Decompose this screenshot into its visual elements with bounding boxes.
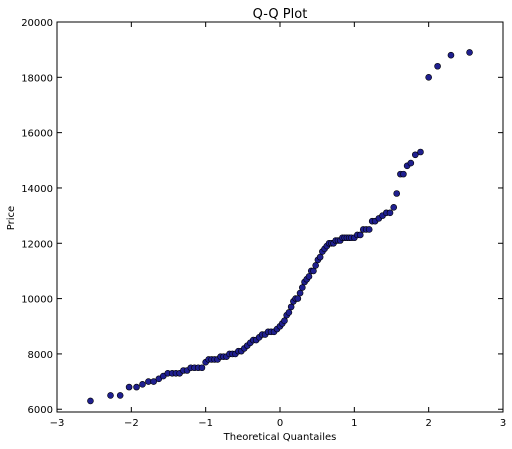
x-axis-label: Theoretical Quantailes (223, 432, 337, 443)
scatter-point (365, 226, 373, 233)
scatter-point (125, 383, 133, 391)
scatter-point (447, 51, 455, 59)
scatter-point (356, 231, 364, 239)
scatter-point (393, 190, 401, 197)
x-tick-label: −1 (198, 418, 213, 429)
x-tick-label: 0 (277, 418, 283, 429)
y-tick-label: 20000 (21, 18, 53, 29)
y-tick-label: 16000 (21, 129, 53, 140)
y-axis: 6000 8000 10000 12000 14000 16000 18000 20000 (21, 18, 503, 416)
scatter-point (407, 159, 415, 167)
x-tick-label: 3 (500, 418, 506, 429)
scatter-point (285, 309, 293, 316)
y-tick-label: 8000 (28, 350, 53, 361)
y-axis-label: Price (6, 206, 17, 230)
chart-title: Q-Q Plot (253, 7, 308, 22)
plot-frame (56, 21, 504, 413)
y-tick-label: 6000 (28, 405, 53, 416)
scatter-point (133, 383, 140, 391)
scatter-point (312, 262, 319, 269)
scatter-point (116, 392, 124, 399)
x-axis: −3 −2 −1 0 1 2 3 (50, 22, 506, 429)
scatter-point (400, 170, 407, 178)
scatter-point (198, 364, 206, 372)
y-tick-label: 10000 (21, 295, 53, 306)
y-tick-label: 14000 (21, 184, 53, 195)
x-tick-label: −2 (124, 418, 139, 429)
data-points (87, 49, 473, 405)
scatter-point (298, 284, 306, 291)
scatter-point (287, 303, 295, 311)
scatter-point (390, 204, 398, 211)
scatter-point (310, 267, 317, 275)
scatter-point (139, 381, 146, 388)
scatter-point (425, 74, 432, 81)
y-tick-label: 12000 (21, 239, 53, 250)
scatter-point (107, 392, 114, 399)
scatter-point (296, 289, 304, 297)
scatter-point (466, 49, 473, 56)
x-tick-label: 1 (351, 418, 357, 429)
scatter-point (386, 209, 394, 217)
y-tick-label: 18000 (21, 73, 53, 84)
x-tick-label: 2 (425, 418, 431, 429)
scatter-point (87, 397, 94, 405)
scatter-point (305, 273, 313, 280)
x-tick-label: −3 (50, 418, 65, 429)
scatter-point (281, 317, 288, 325)
scatter-point (294, 295, 302, 302)
scatter-point (417, 148, 424, 156)
scatter-point (411, 151, 419, 159)
scatter-point (150, 378, 157, 385)
scatter-point (316, 253, 324, 261)
scatter-point (434, 62, 441, 70)
